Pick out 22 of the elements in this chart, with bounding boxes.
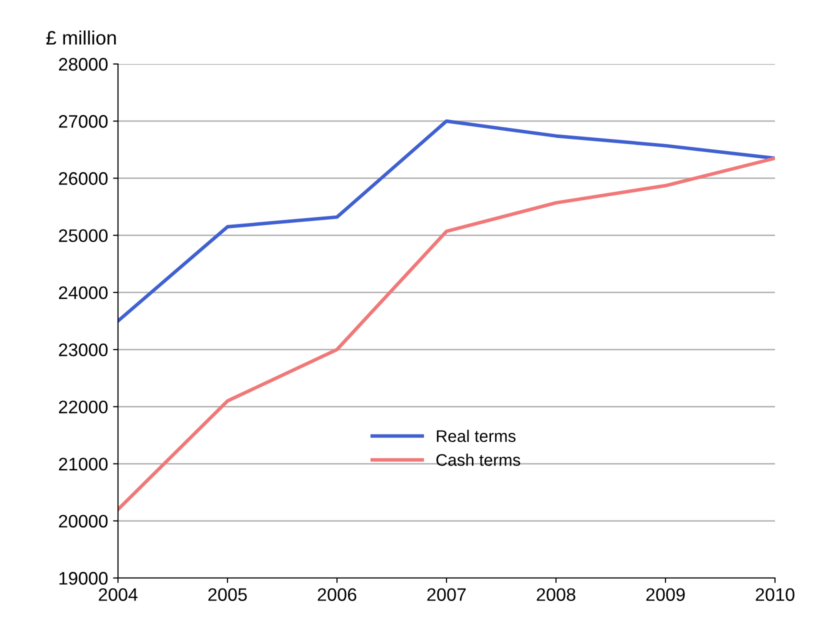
- y-tick-label: 27000: [58, 115, 108, 128]
- y-tick-label: 22000: [58, 400, 108, 414]
- y-tick-label: 20000: [58, 514, 108, 528]
- x-tick-label: 2007: [427, 588, 466, 601]
- legend-label: Real terms: [436, 430, 516, 442]
- y-tick-label: 25000: [58, 229, 108, 242]
- x-tick-label: 2005: [208, 588, 247, 601]
- y-axis-title: £ million: [46, 30, 116, 45]
- y-tick-label: 26000: [58, 172, 108, 185]
- x-tick-label: 2004: [98, 588, 138, 601]
- x-tick-label: 2010: [756, 588, 794, 601]
- y-tick-label: 21000: [58, 458, 108, 470]
- legend-label: Cash terms: [436, 454, 520, 466]
- y-tick-label: 23000: [58, 343, 108, 356]
- line-series: [118, 119, 775, 323]
- x-tick-label: 2006: [318, 588, 356, 601]
- y-tick-label: 24000: [58, 286, 108, 300]
- y-tick-label: 28000: [58, 58, 108, 71]
- line-series: [118, 156, 775, 512]
- x-tick-label: 2008: [536, 588, 576, 601]
- x-tick-label: 2009: [646, 588, 685, 601]
- y-tick-label: 19000: [59, 572, 108, 585]
